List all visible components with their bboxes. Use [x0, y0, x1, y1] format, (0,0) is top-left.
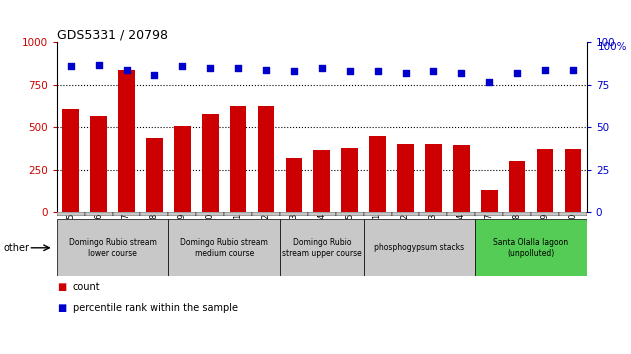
Text: 100%: 100% [598, 42, 627, 52]
Text: GSM832441: GSM832441 [373, 212, 382, 259]
Point [261, 67, 271, 73]
Point [205, 65, 215, 71]
Point [93, 62, 103, 67]
Text: GSM832442: GSM832442 [401, 212, 410, 259]
Bar [475, 219, 587, 276]
Bar [314, 149, 330, 212]
Bar [420, 212, 447, 216]
Point [66, 63, 76, 69]
Text: GSM832445: GSM832445 [66, 212, 75, 259]
Point [345, 69, 355, 74]
Text: GSM832440: GSM832440 [569, 212, 577, 259]
Bar [397, 144, 414, 212]
Bar [146, 138, 163, 212]
Bar [531, 212, 559, 216]
Bar [57, 219, 168, 276]
Text: GSM832437: GSM832437 [485, 212, 493, 259]
Text: ■: ■ [57, 282, 66, 292]
Bar [62, 109, 79, 212]
Bar [174, 126, 191, 212]
Bar [85, 212, 112, 216]
Point [456, 70, 466, 76]
Point [428, 69, 439, 74]
Point [317, 65, 327, 71]
Text: GDS5331 / 20798: GDS5331 / 20798 [57, 28, 168, 41]
Bar [280, 219, 363, 276]
Point [177, 63, 187, 69]
Bar [363, 219, 475, 276]
Text: Domingo Rubio stream
medium course: Domingo Rubio stream medium course [180, 238, 268, 257]
Bar [475, 212, 503, 216]
Bar [257, 106, 274, 212]
Point [150, 72, 160, 78]
Text: GSM832439: GSM832439 [541, 212, 550, 259]
Bar [369, 136, 386, 212]
Bar [392, 212, 420, 216]
Text: GSM832446: GSM832446 [94, 212, 103, 259]
Point [568, 67, 578, 73]
Point [401, 70, 411, 76]
Text: ■: ■ [57, 303, 66, 313]
Text: GSM832447: GSM832447 [122, 212, 131, 259]
Bar [308, 212, 336, 216]
Bar [509, 161, 526, 212]
Bar [202, 114, 218, 212]
Point [484, 79, 494, 84]
Text: count: count [73, 282, 100, 292]
Text: GSM832438: GSM832438 [512, 212, 522, 259]
Bar [536, 149, 553, 212]
Text: Domingo Rubio stream
lower course: Domingo Rubio stream lower course [69, 238, 156, 257]
Text: GSM832449: GSM832449 [178, 212, 187, 259]
Text: GSM832450: GSM832450 [206, 212, 215, 259]
Text: GSM832452: GSM832452 [261, 212, 271, 259]
Point [540, 67, 550, 73]
Bar [363, 212, 392, 216]
Bar [57, 212, 85, 216]
Bar [252, 212, 280, 216]
Text: GSM832444: GSM832444 [457, 212, 466, 259]
Text: GSM832448: GSM832448 [150, 212, 159, 259]
Bar [90, 115, 107, 212]
Bar [196, 212, 224, 216]
Text: percentile rank within the sample: percentile rank within the sample [73, 303, 237, 313]
Point [289, 69, 299, 74]
Bar [565, 149, 581, 212]
Bar [168, 219, 280, 276]
Text: GSM832453: GSM832453 [290, 212, 298, 259]
Point [512, 70, 522, 76]
Bar [559, 212, 587, 216]
Bar [280, 212, 308, 216]
Bar [447, 212, 475, 216]
Point [372, 69, 382, 74]
Text: other: other [3, 243, 29, 253]
Bar [481, 190, 498, 212]
Point [233, 65, 243, 71]
Bar [118, 70, 135, 212]
Bar [286, 158, 302, 212]
Bar [230, 106, 247, 212]
Bar [141, 212, 168, 216]
Text: GSM832454: GSM832454 [317, 212, 326, 259]
Bar [425, 144, 442, 212]
Bar [112, 212, 141, 216]
Bar [341, 148, 358, 212]
Bar [336, 212, 363, 216]
Bar [224, 212, 252, 216]
Text: Santa Olalla lagoon
(unpolluted): Santa Olalla lagoon (unpolluted) [493, 238, 569, 257]
Bar [503, 212, 531, 216]
Text: GSM832443: GSM832443 [429, 212, 438, 259]
Text: phosphogypsum stacks: phosphogypsum stacks [374, 243, 464, 252]
Text: GSM832451: GSM832451 [233, 212, 242, 259]
Point [122, 67, 132, 73]
Bar [168, 212, 196, 216]
Text: Domingo Rubio
stream upper course: Domingo Rubio stream upper course [282, 238, 362, 257]
Text: GSM832455: GSM832455 [345, 212, 354, 259]
Bar [453, 145, 469, 212]
